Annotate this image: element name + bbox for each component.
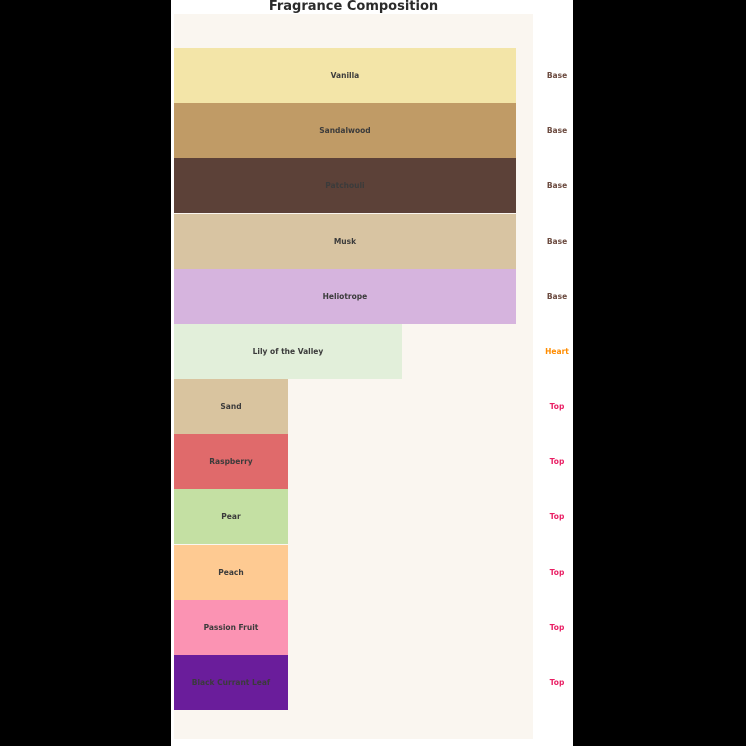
note-type-label: Heart	[545, 346, 569, 356]
bar-label: Lily of the Valley	[252, 346, 324, 356]
bar: Sand	[174, 379, 288, 435]
note-type-label: Base	[546, 71, 568, 81]
bar: Vanilla	[174, 48, 516, 104]
bar: Patchouli	[174, 158, 516, 214]
bar-label: Raspberry	[209, 457, 253, 467]
note-type-label: Base	[546, 126, 568, 136]
bar-label: Sand	[220, 402, 242, 412]
note-type-label: Top	[549, 622, 565, 632]
bar: Black Currant Leaf	[174, 654, 288, 710]
note-type-label: Top	[549, 567, 565, 577]
plot-area: Vanilla Sandalwood Patchouli Musk Heliotrope…	[174, 14, 533, 739]
bar: Raspberry	[174, 434, 288, 490]
bar-label: Black Currant Leaf	[191, 677, 271, 687]
note-type-label: Top	[549, 457, 565, 467]
note-type-gutter: Base Base Base Base Base Heart Top Top Top Top Top…	[537, 0, 577, 746]
bar-label: Peach	[218, 567, 244, 577]
bar: Pear	[174, 489, 288, 545]
bar-label: Pear	[221, 512, 241, 522]
bar-label: Patchouli	[325, 181, 365, 191]
note-type-label: Base	[546, 236, 568, 246]
note-type-label: Top	[549, 677, 565, 687]
bar-label: Passion Fruit	[203, 622, 259, 632]
bar-label: Sandalwood	[319, 126, 371, 136]
bar: Heliotrope	[174, 268, 516, 324]
note-type-label: Top	[549, 402, 565, 412]
note-type-label: Base	[546, 181, 568, 191]
chart-figure: Fragrance Composition Vanilla Sandalwood P…	[171, 0, 573, 746]
note-type-label: Top	[549, 512, 565, 522]
bar-label: Vanilla	[330, 71, 360, 81]
note-type-label: Base	[546, 291, 568, 301]
bar: Passion Fruit	[174, 599, 288, 655]
bar-label: Musk	[333, 236, 357, 246]
bar: Musk	[174, 213, 516, 269]
bar-label: Heliotrope	[322, 291, 368, 301]
bar: Peach	[174, 544, 288, 600]
bar: Lily of the Valley	[174, 323, 402, 379]
bar: Sandalwood	[174, 103, 516, 159]
chart-title: Fragrance Composition	[268, 0, 439, 14]
